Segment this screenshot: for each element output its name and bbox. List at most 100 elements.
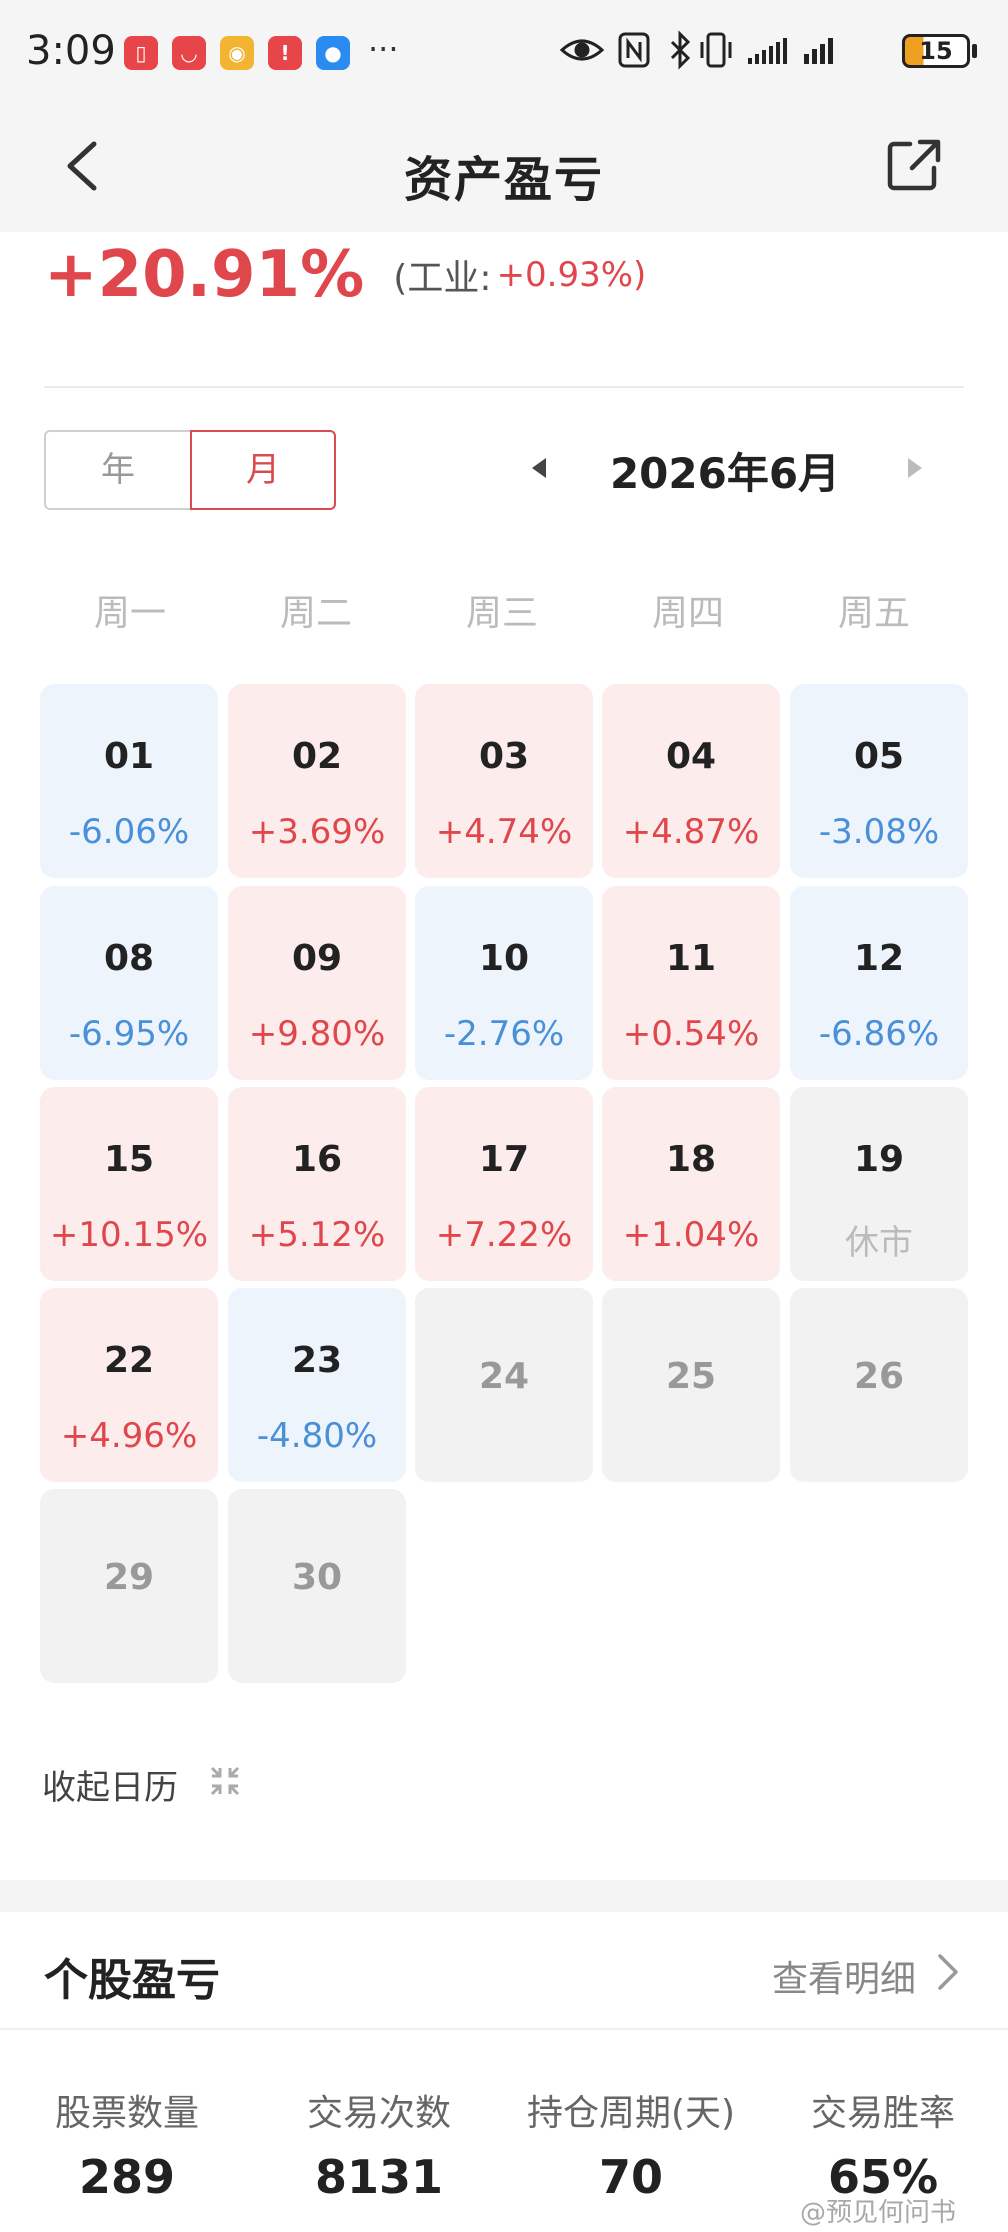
chevron-left-icon [67,141,97,191]
calendar-day[interactable]: 17 +7.22% [415,1087,593,1281]
weekday-label: 周二 [279,593,352,634]
calendar-day[interactable]: 30 [228,1489,406,1683]
calendar-day[interactable]: 26 [790,1288,968,1482]
calendar-day[interactable]: 10 -2.76% [415,886,593,1080]
stat-label: 持仓周期(天) [526,2093,736,2134]
day-number: 11 [665,938,717,979]
calendar-day[interactable]: 16 +5.12% [228,1087,406,1281]
day-number: 18 [665,1139,717,1180]
calendar-day[interactable]: 19 休市 [790,1087,968,1281]
stat-label: 交易次数 [306,2093,451,2134]
total-return: +20.91% [44,238,365,312]
day-return: -6.95% [68,1014,190,1054]
day-number: 24 [478,1356,530,1397]
nav-bar: 资产盈亏 [0,106,1008,232]
weekday-label: 周一 [93,593,166,634]
stat-value: 65% [827,2150,939,2204]
benchmark-label: (工业: [393,258,492,299]
day-return: -6.86% [818,1014,940,1054]
day-number: 15 [103,1139,155,1180]
calendar-day[interactable]: 12 -6.86% [790,886,968,1080]
day-return: -3.08% [818,812,940,852]
toggle-year[interactable]: 年 [44,430,190,510]
day-return: -4.80% [256,1416,378,1456]
day-number: 22 [103,1340,155,1381]
calendar-day[interactable]: 02 +3.69% [228,684,406,878]
day-return: +5.12% [248,1215,386,1255]
day-return: +4.74% [435,812,573,852]
back-button[interactable] [56,136,116,196]
day-number: 08 [103,938,155,979]
day-number: 12 [853,938,905,979]
day-number: 16 [291,1139,343,1180]
nfc-icon [618,32,650,68]
calendar-day[interactable]: 22 +4.96% [40,1288,218,1482]
stat-value: 289 [78,2150,176,2204]
calendar-day[interactable]: 03 +4.74% [415,684,593,878]
month-label: 2026年6月 [609,449,841,498]
day-return: +1.04% [622,1215,760,1255]
calendar-day[interactable]: 18 +1.04% [602,1087,780,1281]
stat-stock-count: 股票数量 289 [2,2084,252,2204]
day-number: 23 [291,1340,343,1381]
day-number: 10 [478,938,530,979]
day-number: 17 [478,1139,530,1180]
day-return: +4.96% [60,1416,198,1456]
share-button[interactable] [884,136,944,196]
bluetooth-icon [670,30,691,70]
alert-app-icon: ! [268,36,302,70]
toggle-month[interactable]: 月 [190,430,336,510]
share-icon [887,139,941,191]
day-return: +4.87% [622,812,760,852]
day-return: +9.80% [248,1014,386,1054]
collapse-calendar-button[interactable]: 收起日历 [42,1768,178,1808]
chevron-right-icon[interactable] [936,1952,960,1992]
calendar-day[interactable]: 25 [602,1288,780,1482]
more-notifications-icon: ··· [368,30,399,68]
calendar-day[interactable]: 11 +0.54% [602,886,780,1080]
reader-icon: ▯ [124,36,158,70]
stat-value: 8131 [314,2150,444,2204]
day-number: 03 [478,736,530,777]
section-gap [0,1880,1008,1912]
battery-icon: 15 [902,34,970,68]
day-number: 19 [853,1139,905,1180]
day-number: 05 [853,736,905,777]
calendar-day[interactable]: 15 +10.15% [40,1087,218,1281]
day-return: -6.06% [68,812,190,852]
calendar-day[interactable]: 23 -4.80% [228,1288,406,1482]
message-app-icon: ● [316,36,350,70]
calendar-day[interactable]: 01 -6.06% [40,684,218,878]
day-number: 09 [291,938,343,979]
weekday-label: 周四 [651,593,724,634]
calendar-day[interactable]: 09 +9.80% [228,886,406,1080]
triangle-right-icon [908,458,922,478]
eye-icon [559,39,605,61]
stat-trade-count: 交易次数 8131 [254,2084,504,2204]
day-return: -2.76% [443,1014,565,1054]
calendar-day[interactable]: 24 [415,1288,593,1482]
day-return: +0.54% [622,1014,760,1054]
calendar-day[interactable]: 05 -3.08% [790,684,968,878]
stat-label: 股票数量 [54,2093,199,2134]
calendar-day[interactable]: 04 +4.87% [602,684,780,878]
prev-month-button[interactable] [524,446,554,490]
divider [44,386,964,388]
divider [0,2028,1008,2030]
day-number: 01 [103,736,155,777]
battery-tip [972,44,977,58]
stat-holding-period: 持仓周期(天) 70 [506,2084,756,2204]
day-number: 25 [665,1356,717,1397]
page-title: 资产盈亏 [403,152,604,208]
weekday-label: 周五 [837,593,910,634]
system-status-icons [559,30,890,82]
next-month-button[interactable] [900,446,930,490]
day-return: 休市 [845,1223,913,1263]
calendar-day[interactable]: 29 [40,1489,218,1683]
calendar-day[interactable]: 08 -6.95% [40,886,218,1080]
view-detail-link[interactable]: 查看明细 [772,1959,917,2000]
collapse-icon[interactable] [208,1764,242,1798]
day-return: +3.69% [248,812,386,852]
status-time: 3:09 [26,28,116,74]
watermark: @预见何问书 [800,2198,957,2228]
